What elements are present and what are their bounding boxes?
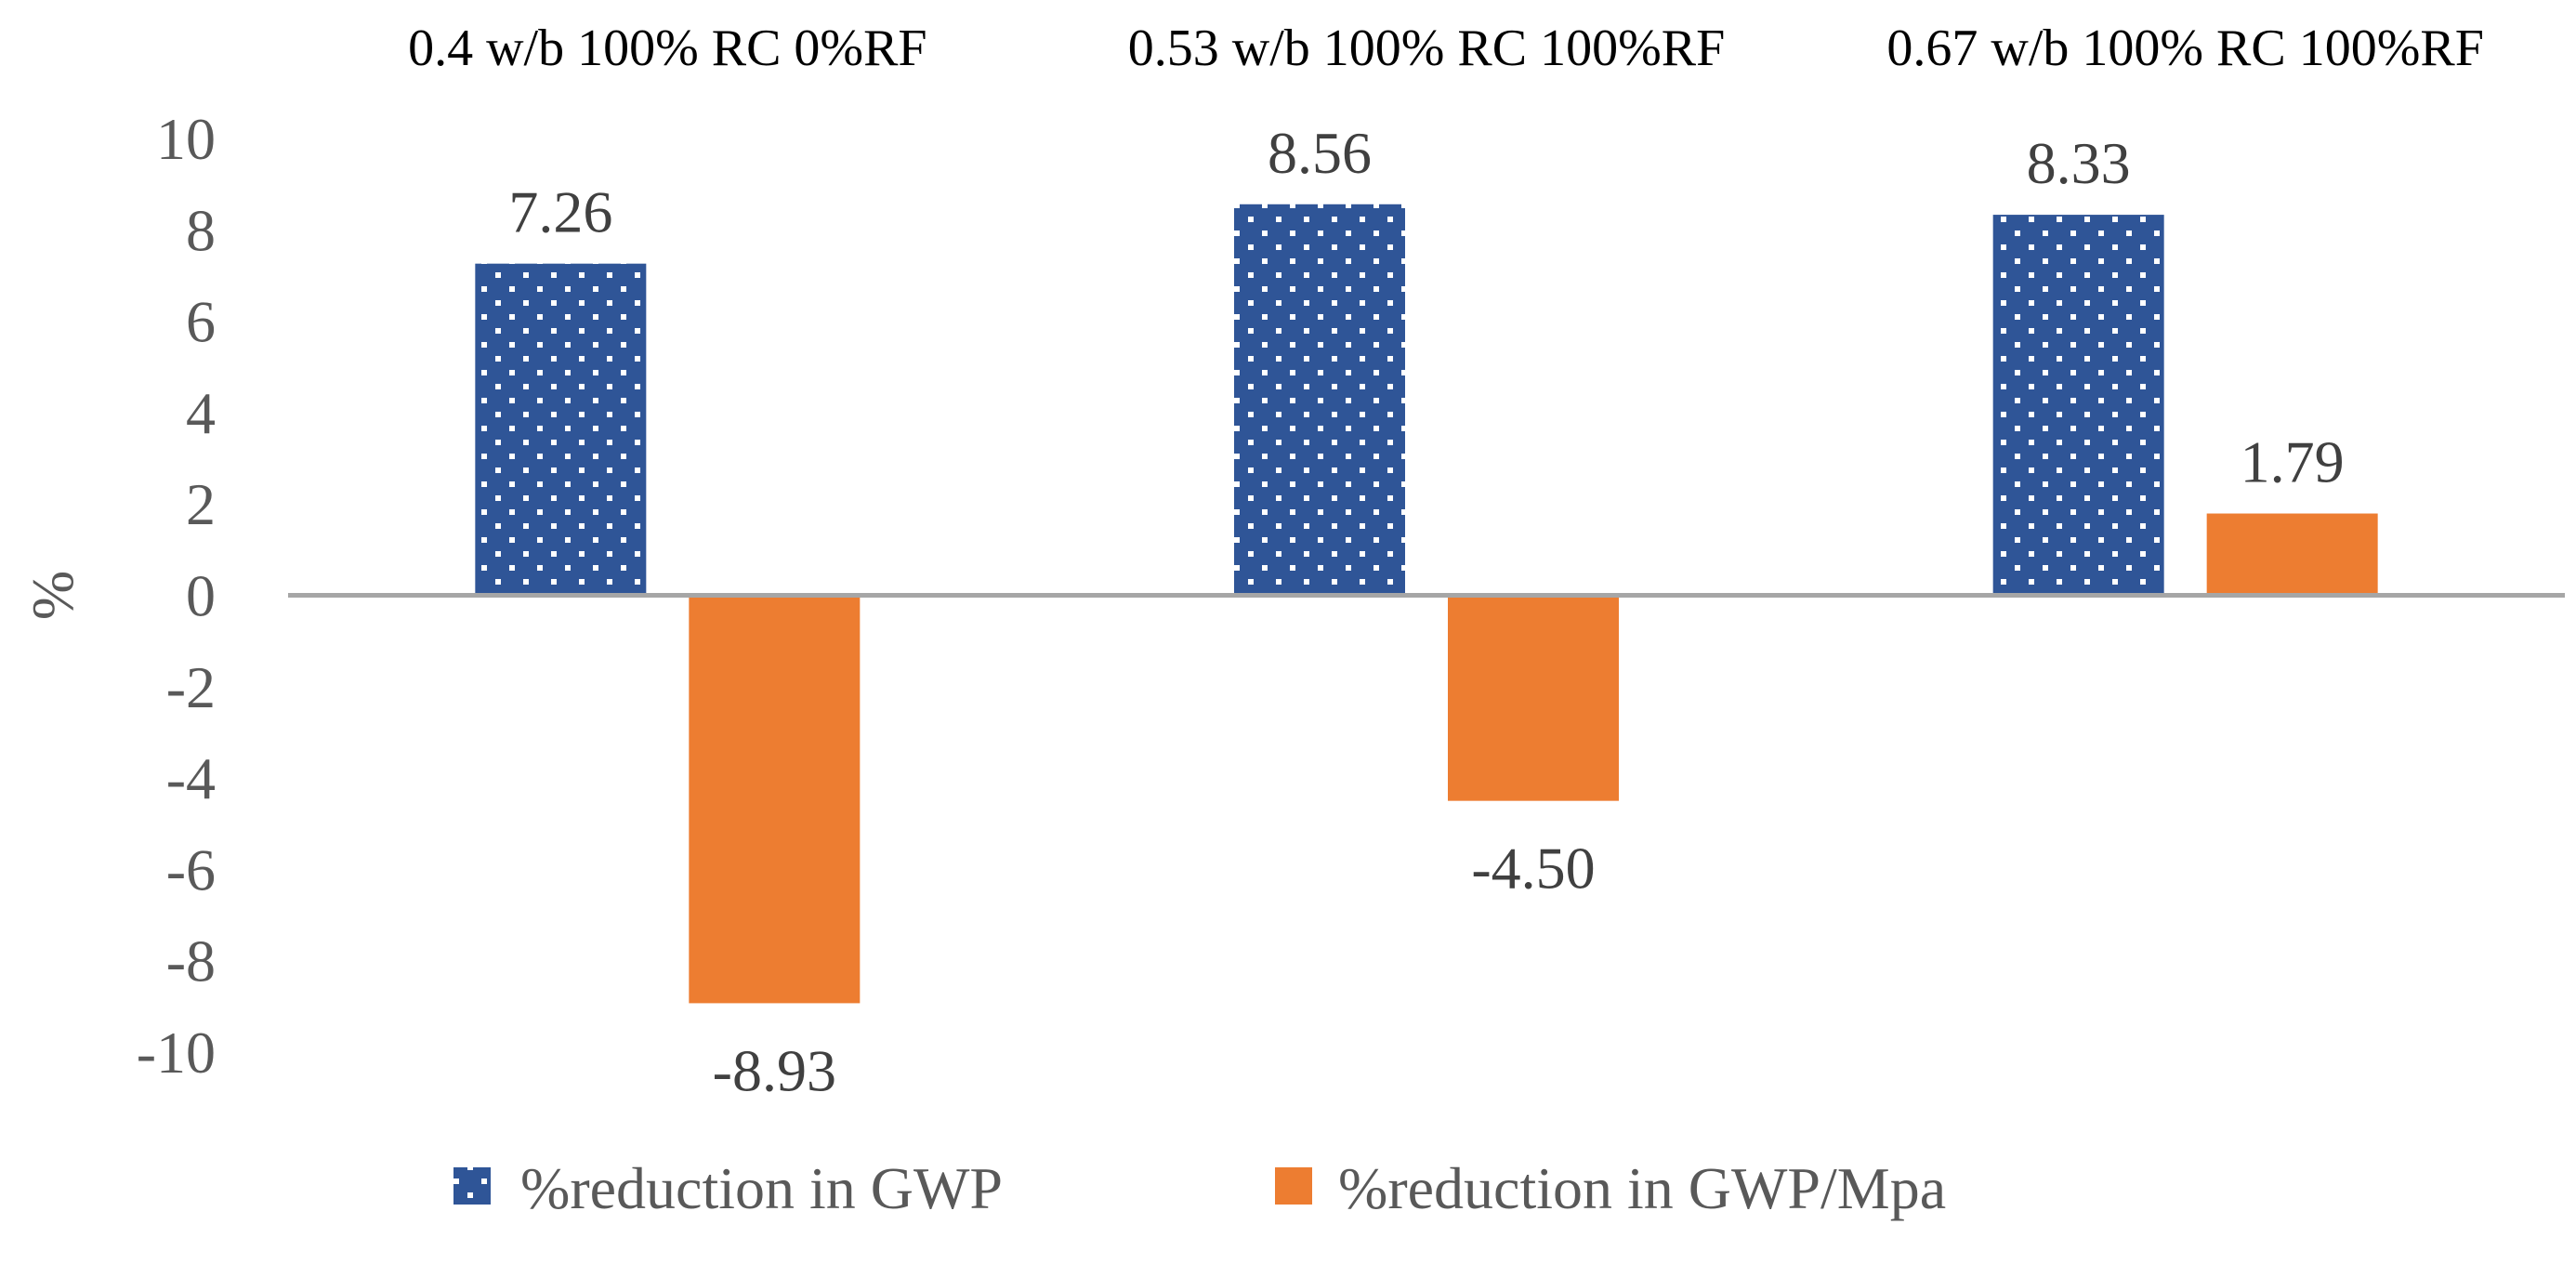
legend-swatch-gwp xyxy=(453,1167,491,1205)
bar-gwp-mpa xyxy=(1448,595,1619,801)
y-tick-label: -4 xyxy=(166,745,216,811)
legend-swatch-gwp-mpa xyxy=(1275,1167,1312,1205)
y-axis-title: % xyxy=(20,571,85,620)
data-label: 8.33 xyxy=(2027,130,2131,196)
category-label: 0.53 w/b 100% RC 100%RF xyxy=(1128,20,1726,77)
y-tick-label: -8 xyxy=(166,928,216,994)
bar-gwp xyxy=(1234,204,1405,596)
legend-item: %reduction in GWP/Mpa xyxy=(1275,1155,1946,1221)
bar-gwp xyxy=(1992,215,2164,596)
data-label: 1.79 xyxy=(2241,429,2345,495)
legend-label: %reduction in GWP/Mpa xyxy=(1338,1155,1946,1221)
bar-gwp-mpa xyxy=(689,595,861,1004)
y-tick-label: 6 xyxy=(186,289,216,355)
y-tick-label: -6 xyxy=(166,836,216,902)
y-tick-label: 8 xyxy=(186,197,216,263)
bar-gwp xyxy=(475,263,647,596)
y-tick-label: 10 xyxy=(156,106,216,172)
y-tick-label: 4 xyxy=(186,380,216,446)
legend-label: %reduction in GWP xyxy=(520,1155,1003,1221)
y-tick-label: 2 xyxy=(186,471,216,537)
bar-gwp-mpa xyxy=(2206,513,2378,596)
data-label: -8.93 xyxy=(713,1037,836,1103)
y-tick-label: -10 xyxy=(137,1020,216,1086)
category-label: 0.67 w/b 100% RC 100%RF xyxy=(1886,20,2484,77)
data-label: -4.50 xyxy=(1471,836,1595,902)
y-tick-label: 0 xyxy=(186,563,216,629)
data-label: 8.56 xyxy=(1268,120,1372,186)
y-tick-label: -2 xyxy=(166,654,216,720)
legend-item: %reduction in GWP xyxy=(453,1155,1003,1221)
category-label: 0.4 w/b 100% RC 0%RF xyxy=(408,20,927,77)
data-label: 7.26 xyxy=(508,179,612,245)
